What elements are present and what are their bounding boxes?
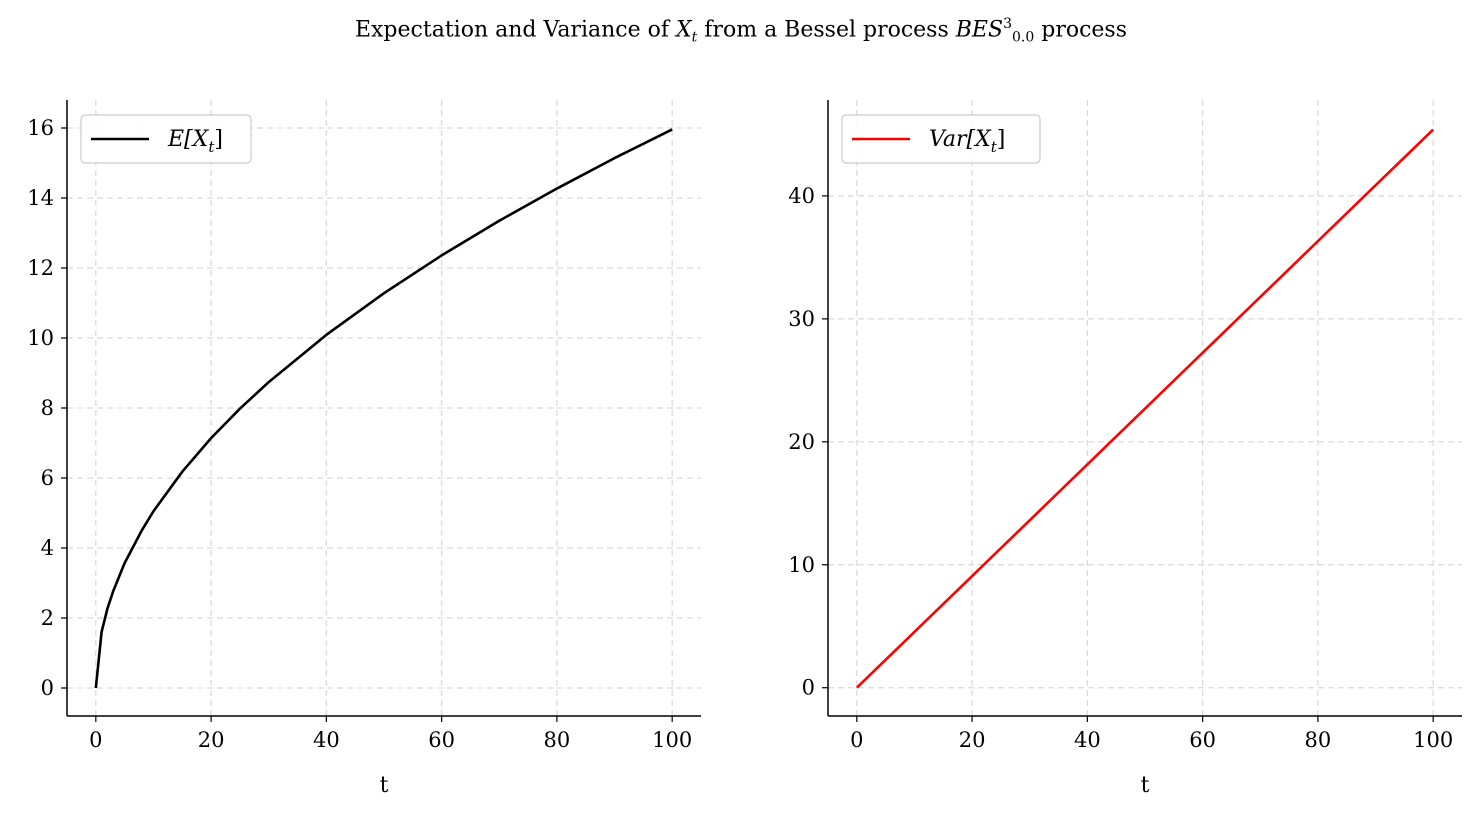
variance-y-tick-label: 20 bbox=[788, 430, 815, 454]
variance-x-tick-label: 0 bbox=[850, 728, 863, 752]
expectation-legend-label: E[Xt] bbox=[167, 127, 223, 156]
expectation-x-tick-label: 60 bbox=[428, 728, 455, 752]
variance-x-tick-label: 100 bbox=[1413, 728, 1453, 752]
expectation-y-tick-label: 8 bbox=[41, 396, 54, 420]
variance-x-tick-label: 80 bbox=[1305, 728, 1332, 752]
variance-y-tick-label: 10 bbox=[788, 553, 815, 577]
expectation-y-tick-label: 0 bbox=[41, 676, 54, 700]
variance-legend: Var[Xt] bbox=[841, 114, 1041, 164]
expectation-x-tick-label: 0 bbox=[89, 728, 102, 752]
expectation-x-tick-label: 100 bbox=[652, 728, 692, 752]
variance-y-tick-label: 30 bbox=[788, 307, 815, 331]
variance-legend-label: Var[Xt] bbox=[929, 127, 1005, 156]
expectation-y-tick-label: 4 bbox=[41, 536, 54, 560]
variance-legend-box bbox=[841, 114, 1041, 164]
expectation-y-tick-label: 16 bbox=[27, 116, 54, 140]
variance-x-tick-label: 60 bbox=[1189, 728, 1216, 752]
expectation-legend-box bbox=[80, 114, 252, 164]
variance-x-axis-label: t bbox=[1141, 773, 1150, 798]
expectation-x-tick-label: 80 bbox=[544, 728, 571, 752]
variance-x-tick-label: 40 bbox=[1074, 728, 1101, 752]
variance-x-tick-label: 20 bbox=[959, 728, 986, 752]
expectation-x-tick-label: 20 bbox=[198, 728, 225, 752]
expectation-panel: 0 20 40 60 80 100 0 2 4 6 8 10 12 14 16 t E[Xt] bbox=[27, 100, 701, 798]
expectation-x-tick-label: 40 bbox=[313, 728, 340, 752]
expectation-x-axis-label: t bbox=[380, 773, 389, 798]
variance-series-line bbox=[855, 128, 1435, 689]
expectation-y-tick-label: 6 bbox=[41, 466, 54, 490]
expectation-y-tick-label: 12 bbox=[27, 256, 54, 280]
expectation-y-tick-label: 2 bbox=[41, 606, 54, 630]
expectation-y-tick-label: 14 bbox=[27, 186, 54, 210]
expectation-series-line bbox=[94, 128, 673, 689]
expectation-y-tick-label: 10 bbox=[27, 326, 54, 350]
variance-y-tick-label: 40 bbox=[788, 184, 815, 208]
variance-panel: 0 20 40 60 80 100 0 10 20 30 40 t Var[Xt] bbox=[788, 100, 1462, 798]
variance-y-tick-label: 0 bbox=[802, 676, 815, 700]
expectation-legend: E[Xt] bbox=[80, 114, 252, 164]
figure-title: Expectation and Variance of Xt from a Be… bbox=[354, 16, 1128, 46]
